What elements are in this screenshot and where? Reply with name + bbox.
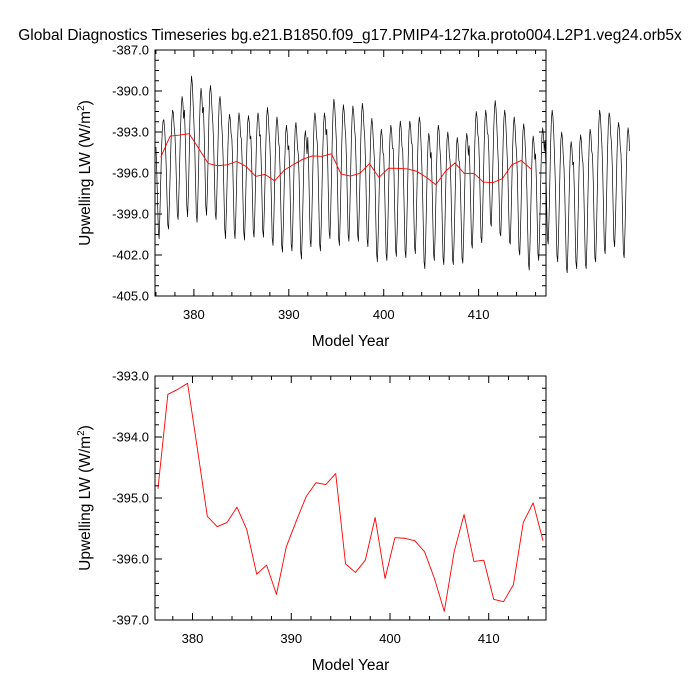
panel-monthly-annual: 380 390 400 410 -405.0 -402.0 -399.0 -396.0 -393… bbox=[76, 43, 631, 350]
y-axis-label-main: Upwelling LW (W/m bbox=[77, 436, 94, 571]
x-tick-label: 380 bbox=[183, 307, 205, 322]
figure-title: Global Diagnostics Timeseries bg.e21.B18… bbox=[18, 27, 682, 44]
y-tick-label: -387.0 bbox=[112, 43, 149, 58]
series-layer bbox=[155, 75, 631, 274]
y-axis-label-superscript: 2 bbox=[76, 105, 87, 111]
y-tick-label: -397.0 bbox=[112, 613, 149, 628]
y-axis-label: Upwelling LW (W/m2) bbox=[76, 100, 94, 246]
y-axis-label: Upwelling LW (W/m2) bbox=[76, 425, 94, 571]
y-tick-label: -402.0 bbox=[112, 248, 149, 263]
y-axis-label-main: Upwelling LW (W/m bbox=[77, 111, 94, 246]
y-tick-label: -395.0 bbox=[112, 491, 149, 506]
x-tick-label: 410 bbox=[478, 631, 500, 646]
y-tick-label: -405.0 bbox=[112, 289, 149, 304]
x-axis-label: Model Year bbox=[312, 657, 390, 674]
series-line-1 bbox=[160, 133, 532, 186]
tick-layer: 380 390 400 410 -397.0 -396.0 -395.0 -394.0 -393… bbox=[112, 369, 546, 646]
panel-annual: 380 390 400 410 -397.0 -396.0 -395.0 -394.0 -393… bbox=[76, 369, 547, 674]
y-tick-label: -394.0 bbox=[112, 430, 149, 445]
series-line-0 bbox=[157, 382, 544, 612]
y-axis-label-end: ) bbox=[77, 100, 94, 105]
plot-frame bbox=[154, 49, 547, 297]
series-layer bbox=[157, 382, 544, 612]
y-tick-label: -390.0 bbox=[112, 84, 149, 99]
y-axis-label-superscript: 2 bbox=[76, 430, 87, 436]
y-tick-label: -399.0 bbox=[112, 207, 149, 222]
plot-frame bbox=[154, 375, 547, 621]
y-tick-label: -396.0 bbox=[112, 166, 149, 181]
y-axis-label-end: ) bbox=[77, 425, 94, 430]
x-tick-label: 390 bbox=[280, 631, 302, 646]
x-tick-label: 410 bbox=[468, 307, 490, 322]
y-tick-label: -396.0 bbox=[112, 552, 149, 567]
x-tick-label: 400 bbox=[379, 631, 401, 646]
y-tick-label: -393.0 bbox=[112, 125, 149, 140]
tick-layer: 380 390 400 410 -405.0 -402.0 -399.0 -396.0 -393… bbox=[112, 43, 546, 322]
series-line-0 bbox=[155, 75, 631, 274]
x-tick-label: 400 bbox=[373, 307, 395, 322]
x-tick-label: 380 bbox=[182, 631, 204, 646]
x-axis-label: Model Year bbox=[312, 333, 390, 350]
y-tick-label: -393.0 bbox=[112, 369, 149, 384]
x-tick-label: 390 bbox=[278, 307, 300, 322]
